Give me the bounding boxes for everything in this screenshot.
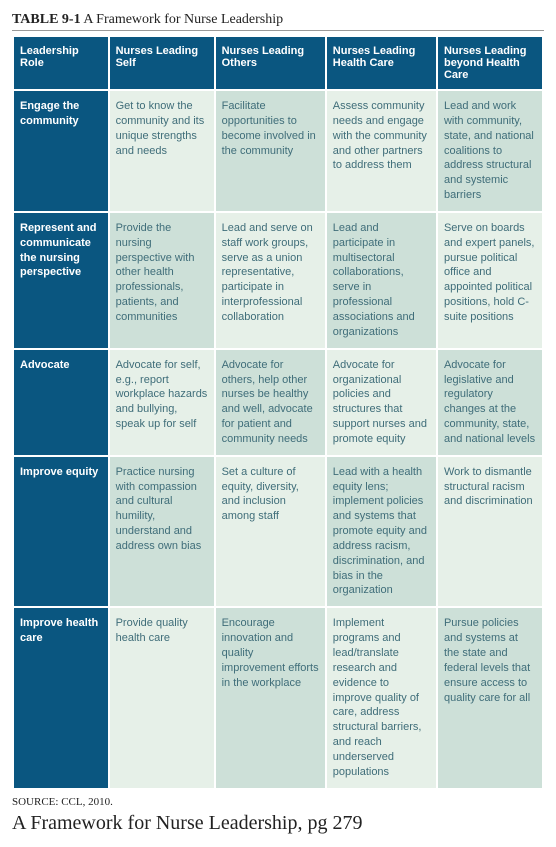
row-label: Advocate [14,350,108,455]
table-cell: Get to know the community and its unique… [110,91,214,211]
table-number: TABLE 9-1 [12,12,81,27]
table-row: Improve equity Practice nursing with com… [14,457,542,607]
table-cell: Lead and serve on staff work groups, ser… [216,213,325,348]
table-cell: Advocate for others, help other nurses b… [216,350,325,455]
table-cell: Pursue policies and systems at the state… [438,608,542,787]
row-label: Improve health care [14,608,108,787]
row-label: Improve equity [14,457,108,607]
table-row: Engage the community Get to know the com… [14,91,542,211]
source-line: SOURCE: CCL, 2010. [12,796,544,808]
table-cell: Encourage innovation and quality improve… [216,608,325,787]
table-header-row: Leadership Role Nurses Leading Self Nurs… [14,37,542,89]
table-row: Advocate Advocate for self, e.g., report… [14,350,542,455]
table-cell: Practice nursing with compassion and cul… [110,457,214,607]
table-cell: Serve on boards and expert panels, pursu… [438,213,542,348]
table-cell: Advocate for organizational policies and… [327,350,436,455]
table-cell: Lead and work with community, state, and… [438,91,542,211]
table-body: Engage the community Get to know the com… [14,91,542,788]
table-cell: Provide quality health care [110,608,214,787]
row-label: Engage the community [14,91,108,211]
table-name: A Framework for Nurse Leadership [81,12,284,27]
table-cell: Work to dismantle structural racism and … [438,457,542,607]
table-cell: Advocate for self, e.g., report workplac… [110,350,214,455]
table-title: TABLE 9-1 A Framework for Nurse Leadersh… [12,12,544,31]
col-header: Nurses Leading beyond Health Care [438,37,542,89]
col-header: Nurses Leading Others [216,37,325,89]
col-header: Nurses Leading Self [110,37,214,89]
table-cell: Provide the nursing perspective with oth… [110,213,214,348]
row-label: Represent and communicate the nursing pe… [14,213,108,348]
col-header: Nurses Leading Health Care [327,37,436,89]
framework-table: Leadership Role Nurses Leading Self Nurs… [12,35,544,790]
col-header: Leadership Role [14,37,108,89]
figure-caption: A Framework for Nurse Leadership, pg 279 [12,812,544,835]
table-row: Improve health care Provide quality heal… [14,608,542,787]
table-cell: Lead with a health equity lens; implemen… [327,457,436,607]
table-row: Represent and communicate the nursing pe… [14,213,542,348]
table-cell: Set a culture of equity, diversity, and … [216,457,325,607]
table-cell: Advocate for legislative and regulatory … [438,350,542,455]
table-cell: Implement programs and lead/translate re… [327,608,436,787]
table-cell: Lead and participate in multisectoral co… [327,213,436,348]
table-cell: Assess community needs and engage with t… [327,91,436,211]
table-cell: Facilitate opportunities to become invol… [216,91,325,211]
